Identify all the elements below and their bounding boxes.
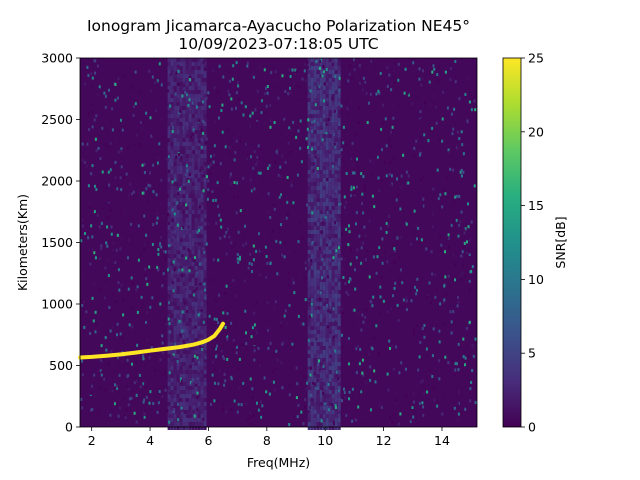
heatmap-background [80, 58, 477, 427]
chart-title: Ionogram Jicamarca-Ayacucho Polarization… [86, 17, 471, 35]
x-axis-label: Freq(MHz) [247, 455, 310, 470]
y-tick-label: 2500 [41, 112, 73, 127]
heatmap-area [78, 58, 477, 430]
echo-trace [78, 321, 225, 360]
y-tick-label: 1500 [41, 235, 73, 250]
colorbar-tick-label: 15 [528, 198, 544, 213]
chart-subtitle: 10/09/2023-07:18:05 UTC [178, 35, 379, 53]
x-tick-label: 8 [263, 433, 271, 448]
x-tick-label: 4 [146, 433, 154, 448]
x-tick-label: 6 [204, 433, 212, 448]
y-axis-label: Kilometers(Km) [15, 194, 30, 291]
colorbar-tick-label: 5 [528, 346, 536, 361]
colorbar [502, 57, 522, 428]
y-tick-label: 500 [49, 358, 73, 373]
x-tick-label: 14 [434, 433, 450, 448]
x-tick-label: 12 [376, 433, 392, 448]
y-axis: 0 500 1000 1500 2000 2500 3000 [41, 51, 80, 435]
colorbar-tick-label: 0 [528, 420, 536, 435]
x-axis: 2 4 6 8 10 12 14 [88, 427, 450, 448]
noise-band-1 [307, 58, 341, 430]
colorbar-tick-label: 25 [528, 51, 544, 66]
x-tick-label: 2 [88, 433, 96, 448]
colorbar-label: SNR[dB] [553, 216, 568, 268]
colorbar-tick-label: 20 [528, 124, 544, 139]
noise-speckle [80, 58, 477, 426]
y-tick-label: 0 [65, 420, 73, 435]
colorbar-tick-label: 10 [528, 272, 544, 287]
y-tick-label: 3000 [41, 51, 73, 66]
y-tick-label: 2000 [41, 174, 73, 189]
colorbar-axis: 0 5 10 15 20 25 [521, 51, 544, 435]
x-tick-label: 10 [317, 433, 333, 448]
y-tick-label: 1000 [41, 297, 73, 312]
noise-band-0 [167, 58, 207, 430]
